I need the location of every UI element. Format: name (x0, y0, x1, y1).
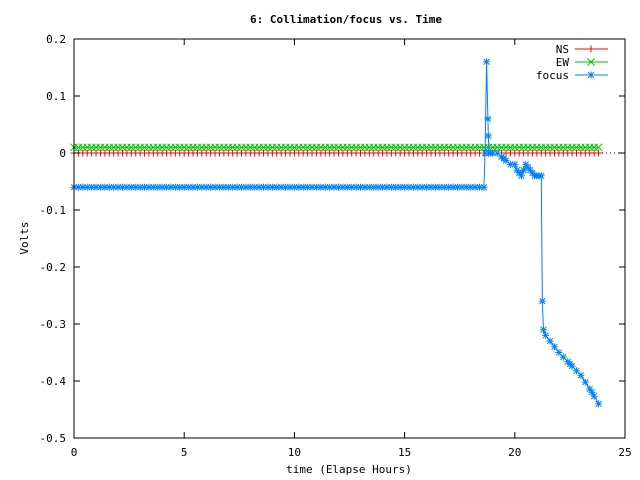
data-point (480, 183, 488, 191)
y-tick-label: 0.1 (46, 90, 66, 103)
x-tick-label: 0 (71, 446, 78, 459)
data-point (594, 143, 603, 152)
series-EW (70, 143, 603, 152)
data-point (517, 172, 525, 180)
legend-marker (587, 58, 595, 66)
axis-ticks: 0 5 10 15 20 25 -0.5 -0.4 -0.3 -0.2 -0.1 0 0.1 0.2 (40, 33, 632, 459)
data-point (484, 115, 492, 123)
x-tick-label: 15 (398, 446, 411, 459)
legend-label: focus (536, 69, 569, 82)
data-point (595, 400, 603, 408)
series-layer (70, 58, 603, 408)
series-focus (70, 58, 603, 408)
y-tick-label: 0.2 (46, 33, 66, 46)
data-point (484, 132, 492, 140)
data-point (590, 392, 598, 400)
data-point (537, 172, 545, 180)
x-axis-label: time (Elapse Hours) (286, 463, 412, 476)
legend-item-EW: EW (556, 56, 608, 69)
data-point (550, 343, 558, 351)
y-tick-label: 0 (59, 147, 66, 160)
x-tick-label: 20 (508, 446, 521, 459)
y-tick-label: -0.1 (40, 204, 67, 217)
y-tick-label: -0.2 (40, 261, 67, 274)
legend-marker (587, 45, 595, 53)
data-point (538, 297, 546, 305)
y-tick-label: -0.4 (40, 375, 67, 388)
legend-label: NS (556, 43, 569, 56)
y-axis-label: Volts (18, 221, 31, 254)
legend-label: EW (556, 56, 570, 69)
legend-item-NS: NS (556, 43, 608, 56)
chart-title: 6: Collimation/focus vs. Time (250, 13, 442, 26)
y-tick-label: -0.5 (40, 432, 67, 445)
data-point (577, 371, 585, 379)
data-point (511, 160, 519, 168)
data-point (539, 326, 547, 334)
data-point (581, 378, 589, 386)
data-point (595, 149, 603, 157)
legend-item-focus: focus (536, 69, 608, 82)
plot-frame (73, 38, 626, 439)
legend-marker (587, 71, 595, 79)
x-tick-label: 25 (618, 446, 631, 459)
x-tick-label: 10 (288, 446, 301, 459)
data-point (542, 331, 550, 339)
data-point (546, 337, 554, 345)
y-tick-label: -0.3 (40, 318, 67, 331)
data-point (483, 58, 491, 66)
data-point (520, 166, 528, 174)
x-tick-label: 5 (181, 446, 188, 459)
